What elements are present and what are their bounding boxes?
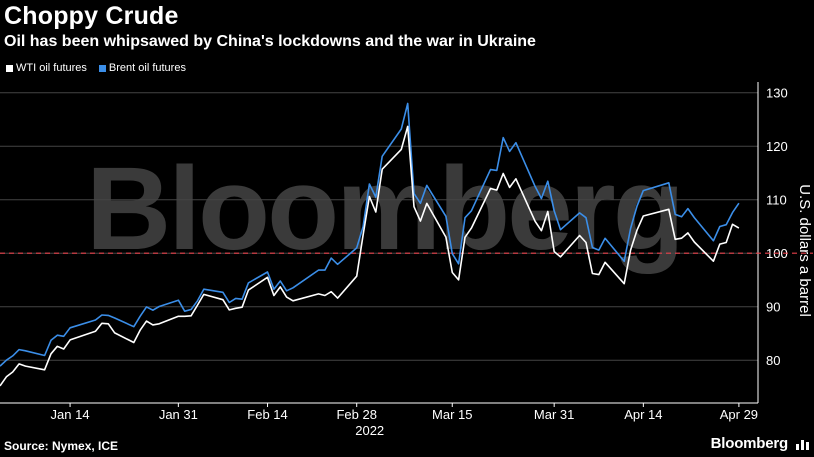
legend-item-brent: Brent oil futures [98,62,186,74]
x-tick-label-1: Jan 31 [159,407,198,422]
watermark: Bloomberg [86,143,685,275]
y-axis-label: U.S. dollars a barrel [796,184,813,317]
x-tick-label-5: Mar 31 [534,407,574,422]
x-axis-label: 2022 [355,423,384,438]
x-tick-label-0: Jan 14 [51,407,90,422]
legend-label-brent: Brent oil futures [108,62,186,74]
legend-swatch-wti [6,64,13,72]
source-note: Source: Nymex, ICE [4,439,119,453]
legend-swatch-brent [98,64,106,72]
x-tick-label-4: Mar 15 [432,407,472,422]
x-tick-label-3: Feb 28 [336,407,376,422]
brand-logo-text: Bloomberg [710,435,789,452]
chart-subtitle: Oil has been whipsawed by China's lockdo… [4,33,536,50]
y-tick-label-90: 90 [766,300,780,315]
y-tick-label-110: 110 [766,193,787,208]
y-tick-label-80: 80 [766,353,780,368]
legend-item-wti: WTI oil futures [6,62,87,74]
x-tick-label-6: Apr 14 [624,407,662,422]
y-tick-label-120: 120 [766,139,788,154]
x-tick-label-2: Feb 14 [247,407,287,422]
series-line-brent [0,102,740,367]
x-tick-label-7: Apr 29 [720,407,758,422]
y-tick-label-130: 130 [766,86,788,101]
series-line-wti [0,125,740,387]
chart-title: Choppy Crude [4,2,179,30]
bar-chart-icon [796,440,809,450]
legend: WTI oil futures Brent oil futures [6,62,186,74]
legend-label-wti: WTI oil futures [16,62,87,74]
